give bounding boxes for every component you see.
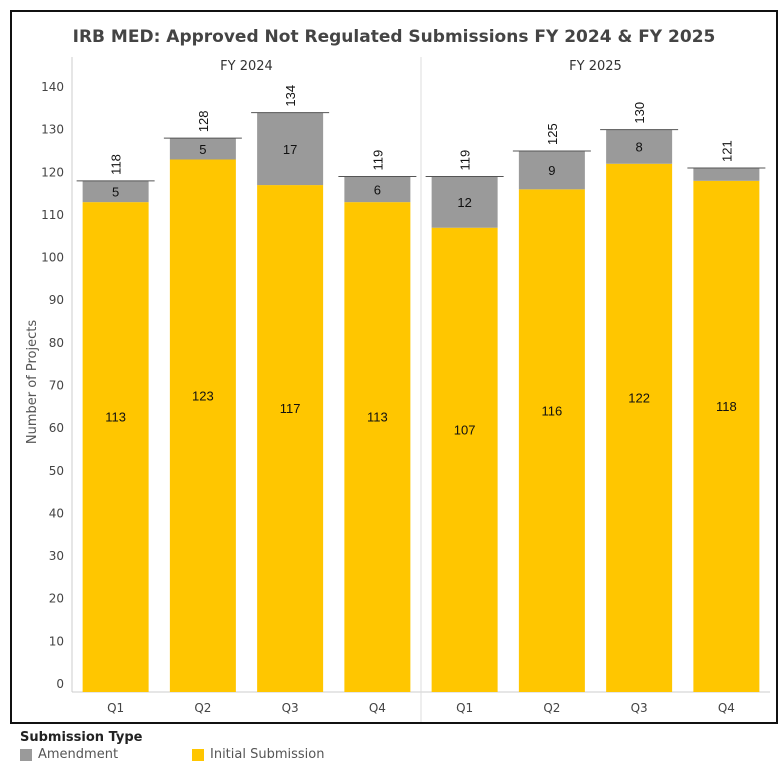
y-tick-label-130: 130 xyxy=(41,123,64,137)
data-label-total: 121 xyxy=(719,140,734,162)
y-tick-label-140: 140 xyxy=(41,80,64,94)
bar-amendment xyxy=(431,176,498,228)
x-tick-label-q2: Q2 xyxy=(194,701,211,715)
y-tick-label-110: 110 xyxy=(41,208,64,222)
data-label-initial-submission: 123 xyxy=(192,388,214,403)
data-label-amendment: 8 xyxy=(636,140,643,155)
chart: IRB MED: Approved Not Regulated Submissi… xyxy=(25,27,770,722)
bar-initial-submission xyxy=(344,202,411,692)
x-tick-label-q1: Q1 xyxy=(107,701,124,715)
x-tick-label-q1: Q1 xyxy=(456,701,473,715)
data-label-total: 125 xyxy=(545,123,560,145)
x-tick-label-q4: Q4 xyxy=(718,701,735,715)
y-tick-label-70: 70 xyxy=(49,379,64,393)
bar-initial-submission xyxy=(518,189,585,693)
y-tick-label-50: 50 xyxy=(49,464,64,478)
bar-amendment xyxy=(518,150,585,190)
y-tick-label-100: 100 xyxy=(41,251,64,265)
x-tick-label-q4: Q4 xyxy=(369,701,386,715)
data-label-amendment: 12 xyxy=(457,195,471,210)
data-label-amendment: 9 xyxy=(548,163,555,178)
data-label-initial-submission: 118 xyxy=(716,399,737,414)
bar-initial-submission xyxy=(169,159,236,692)
chart-frame: IRB MED: Approved Not Regulated Submissi… xyxy=(10,10,778,724)
data-label-total: 134 xyxy=(283,85,298,107)
plot-area: 0 10 20 30 40 50 60 70 80 90 100 110 120 130 140 FY 202… xyxy=(41,57,770,722)
x-tick-label-q2: Q2 xyxy=(543,701,560,715)
data-label-total: 118 xyxy=(109,154,124,175)
data-label-initial-submission: 117 xyxy=(280,401,301,416)
y-axis-label: Number of Projects xyxy=(25,320,40,444)
data-label-initial-submission: 113 xyxy=(367,410,388,425)
data-label-total: 119 xyxy=(370,150,385,171)
data-label-total: 130 xyxy=(632,102,647,124)
y-tick-label-60: 60 xyxy=(49,421,64,435)
bar-initial-submission xyxy=(431,227,498,692)
bar-initial-submission xyxy=(693,180,760,693)
legend-label-initial-submission: Initial Submission xyxy=(210,747,325,762)
legend-swatch-amendment xyxy=(20,748,32,761)
data-label-amendment: 5 xyxy=(112,184,119,199)
chart-title: IRB MED: Approved Not Regulated Submissi… xyxy=(73,27,716,47)
group-label-0: FY 2024 xyxy=(220,59,273,74)
data-label-amendment: 17 xyxy=(283,142,297,157)
legend-swatch-initial-submission xyxy=(192,748,204,761)
y-tick-label-20: 20 xyxy=(49,592,64,606)
bar-amendment xyxy=(693,168,760,181)
bar-initial-submission xyxy=(606,163,673,692)
group-label-1: FY 2025 xyxy=(569,59,622,74)
legend-item-initial-submission[interactable]: Initial Submission xyxy=(192,747,364,762)
data-label-initial-submission: 107 xyxy=(454,423,476,438)
y-tick-label-10: 10 xyxy=(49,634,64,648)
bar-initial-submission xyxy=(82,202,149,692)
bar-initial-submission xyxy=(257,185,324,693)
data-label-amendment: 6 xyxy=(374,182,381,197)
bar-amendment xyxy=(344,176,411,203)
data-label-initial-submission: 113 xyxy=(105,410,126,425)
y-tick-label-90: 90 xyxy=(49,293,64,307)
legend-label-amendment: Amendment xyxy=(38,747,119,762)
legend-item-amendment[interactable]: Amendment xyxy=(20,747,192,762)
data-label-amendment: 5 xyxy=(199,142,206,157)
bar-amendment xyxy=(169,138,236,160)
y-tick-label-80: 80 xyxy=(49,336,64,350)
bar-amendment xyxy=(606,129,673,164)
data-label-initial-submission: 122 xyxy=(628,391,650,406)
bar-amendment xyxy=(257,112,324,186)
y-tick-label-0: 0 xyxy=(56,677,64,691)
y-tick-label-30: 30 xyxy=(49,549,64,563)
legend: Submission Type Amendment Initial Submis… xyxy=(20,730,364,762)
y-tick-label-40: 40 xyxy=(49,506,64,520)
data-label-total: 119 xyxy=(458,150,473,171)
data-label-initial-submission: 116 xyxy=(542,403,563,418)
y-tick-label-120: 120 xyxy=(41,165,64,179)
legend-title: Submission Type xyxy=(20,730,143,745)
data-label-total: 128 xyxy=(196,110,211,132)
x-tick-label-q3: Q3 xyxy=(282,701,299,715)
bar-amendment xyxy=(82,180,149,203)
x-tick-label-q3: Q3 xyxy=(631,701,648,715)
